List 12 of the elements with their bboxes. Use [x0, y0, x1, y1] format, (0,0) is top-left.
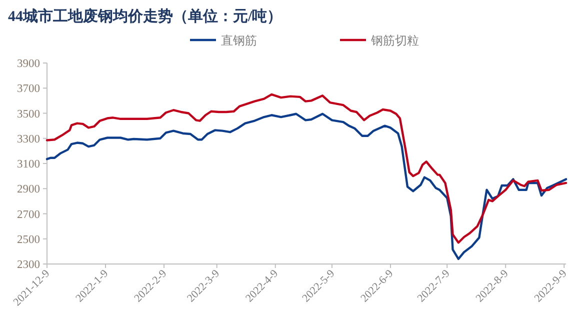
y-tick-label: 2500 [17, 234, 40, 246]
chart-title: 44城市工地废钢均价走势（单位：元/吨） [8, 7, 282, 25]
y-tick-label: 3300 [17, 133, 40, 146]
legend-label: 钢筋切粒 [370, 34, 419, 48]
y-tick-label: 2300 [17, 259, 40, 271]
y-tick-label: 3500 [17, 108, 40, 120]
legend-label: 直钢筋 [221, 34, 257, 48]
y-tick-label: 3700 [17, 83, 40, 96]
y-tick-label: 2700 [17, 208, 40, 221]
y-tick-label: 3900 [17, 58, 40, 70]
y-tick-label: 3100 [17, 158, 40, 170]
y-tick-label: 2900 [17, 184, 40, 196]
